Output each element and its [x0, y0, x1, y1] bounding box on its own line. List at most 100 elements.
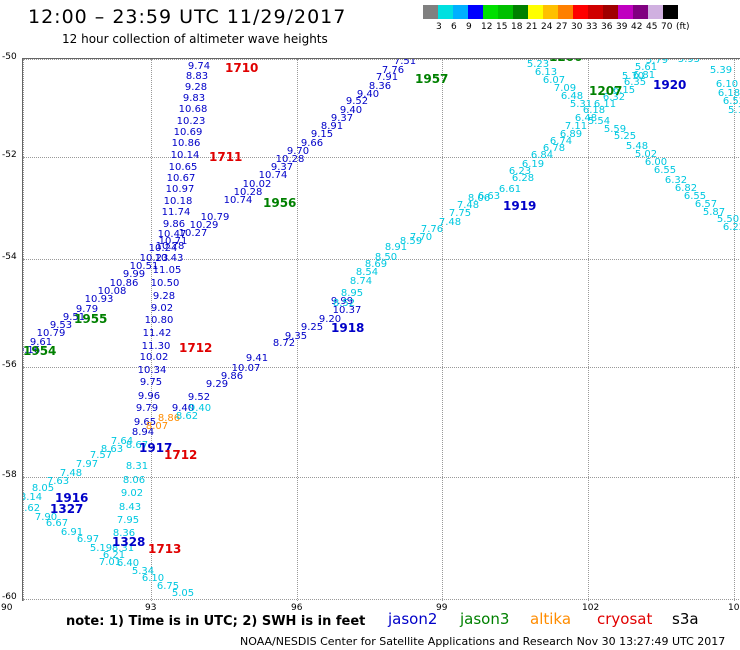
legend-cryosat: cryosat [597, 610, 653, 628]
wave-height-value: 10.51 [129, 261, 159, 272]
color-scale-label: 42 [631, 22, 643, 32]
wave-height-value: 7.97 [75, 459, 99, 470]
wave-height-value: 10.78 [155, 241, 185, 252]
wave-height-value: 8.94 [131, 427, 155, 438]
wave-height-value: 8.74 [349, 276, 373, 287]
wave-height-value: 6.55 [653, 165, 677, 176]
meridian-line [151, 59, 152, 601]
wave-height-value: 7.76 [420, 224, 444, 235]
color-swatch [453, 5, 468, 19]
pass-time-label: 1710 [225, 61, 259, 75]
color-swatch [588, 5, 603, 19]
wave-height-value: 8.95 [340, 288, 364, 299]
color-swatch [648, 5, 663, 19]
wave-height-value: 8.67 [125, 440, 149, 451]
color-scale-label: 12 [481, 22, 493, 32]
wave-height-value: 6.13 [534, 67, 558, 78]
wave-height-value: 9.20 [318, 314, 342, 325]
wave-height-value: 6.97 [76, 534, 100, 545]
wave-height-value: 6.91 [60, 527, 84, 538]
wave-height-value: 10.29 [189, 220, 219, 231]
color-scale-label: 24 [541, 22, 553, 32]
wave-height-value: 6.21 [102, 550, 126, 561]
page-subtitle: 12 hour collection of altimeter wave hei… [62, 32, 328, 46]
color-swatch [603, 5, 618, 19]
wave-height-value: 9.40 [356, 89, 380, 100]
credit-line: NOAA/NESDIS Center for Satellite Applica… [240, 635, 726, 648]
meridian-line [442, 59, 443, 601]
wave-height-map: 9.74 8.83 9.28 9.83 10.68 10.23 10.69 10.86 10.1… [22, 58, 740, 601]
color-swatch [438, 5, 453, 19]
wave-height-value: 10.28 [275, 154, 305, 165]
color-scale-label: 45 [646, 22, 658, 32]
wave-height-value: 10.74 [258, 170, 288, 181]
color-scale-label: (ft) [676, 22, 690, 32]
wave-height-value: 9.75 [139, 377, 163, 388]
wave-height-value: 9.29 [205, 379, 229, 390]
wave-height-value: 8.43 [118, 502, 142, 513]
wave-height-value: 9.15 [310, 129, 334, 140]
wave-height-value: 9.16 [23, 345, 41, 356]
wave-height-value: 9.70 [286, 146, 310, 157]
wave-height-value: 8.50 [374, 252, 398, 263]
pass-time-label: 1918 [331, 321, 365, 335]
wave-height-value: 6.18 [717, 88, 740, 99]
color-swatch [423, 5, 438, 19]
color-scale-label: 27 [556, 22, 568, 32]
wave-height-value: 10.27 [178, 228, 208, 239]
wave-height-value: 6.15 [612, 85, 636, 96]
wave-height-value: 6.32 [602, 92, 626, 103]
wave-height-value: 10.18 [163, 196, 193, 207]
wave-height-value: 5.02 [634, 149, 658, 160]
wave-height-value: 10.43 [154, 253, 184, 264]
wave-height-value: 7.90 [34, 512, 58, 523]
wave-height-value: 6.74 [549, 136, 573, 147]
wave-height-value: 5.54 [587, 116, 611, 127]
latitude-label: -60 [2, 592, 17, 602]
latitude-label: -58 [2, 470, 17, 480]
wave-height-value: 7.11 [564, 121, 588, 132]
wave-height-value: 8.31 [125, 461, 149, 472]
wave-height-value: 5.48 [625, 141, 649, 152]
wave-height-value: 5.31 [569, 99, 593, 110]
wave-height-value: 8.91 [384, 242, 408, 253]
footnote: note: 1) Time is in UTC; 2) SWH is in fe… [66, 614, 366, 629]
wave-height-value: 10.79 [36, 328, 66, 339]
wave-height-value: 10.68 [178, 104, 208, 115]
parallel-line [23, 59, 740, 60]
wave-height-value: 8.36 [368, 81, 392, 92]
wave-height-value: 8.83 [185, 71, 209, 82]
wave-height-value: 9.86 [220, 371, 244, 382]
wave-height-value: 6.81 [632, 70, 656, 81]
wave-height-value: 7.63 [46, 476, 70, 487]
wave-height-value: 10.71 [158, 236, 188, 247]
wave-height-value: 6.78 [542, 143, 566, 154]
wave-height-value: 7.48 [438, 217, 462, 228]
wave-height-value: 7.70 [409, 232, 433, 243]
wave-height-value: 8.06 [467, 193, 491, 204]
wave-height-value: 6.52 [722, 96, 740, 107]
color-scale-label: 36 [601, 22, 613, 32]
wave-height-value: 9.37 [270, 162, 294, 173]
wave-height-value: 10.28 [233, 187, 263, 198]
meridian-line [734, 59, 735, 601]
wave-height-value: 9.28 [184, 82, 208, 93]
wave-height-value: 6.89 [559, 129, 583, 140]
wave-height-value: 5.87 [702, 207, 726, 218]
wave-height-value: 9.40 [171, 403, 195, 414]
longitude-label: 99 [436, 603, 448, 613]
pass-time-label: 1328 [112, 535, 146, 549]
latitude-label: -52 [2, 150, 17, 160]
pass-time-label: 1954 [23, 344, 57, 358]
wave-height-value: 8.63 [100, 444, 124, 455]
wave-height-value: 5.19 [89, 543, 113, 554]
wave-height-value: 9.99 [122, 269, 146, 280]
wave-height-value: 10.23 [176, 116, 206, 127]
wave-height-value: 10.97 [165, 184, 195, 195]
wave-height-value: 8.72 [272, 338, 296, 349]
wave-height-value: 6.84 [530, 150, 554, 161]
wave-height-value: 6.00 [644, 157, 668, 168]
wave-height-value: 5.95 [677, 58, 701, 65]
wave-height-value: 9.35 [284, 331, 308, 342]
wave-height-value: 9.40 [188, 403, 212, 414]
